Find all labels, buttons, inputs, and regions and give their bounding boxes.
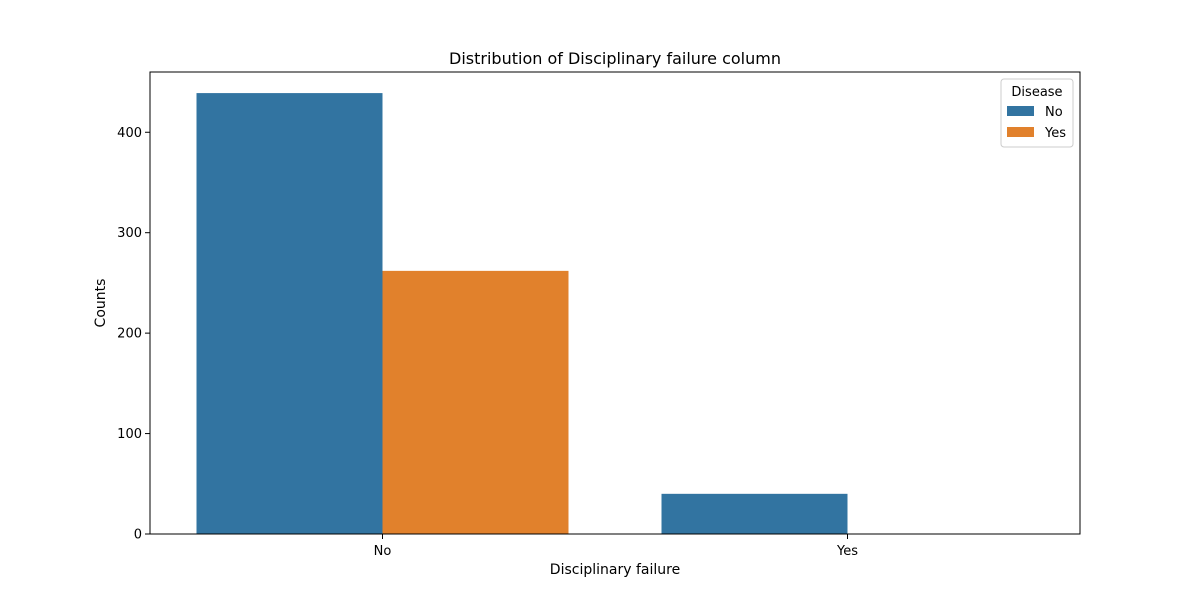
chart-title: Distribution of Disciplinary failure col… (449, 49, 781, 68)
bar-no-yes (661, 493, 848, 534)
y-axis-label: Counts (93, 279, 109, 328)
legend-label-yes: Yes (1044, 126, 1066, 141)
bar-yes-no (382, 270, 569, 534)
y-tick-label: 400 (117, 126, 142, 141)
plot-area: 0 100 200 300 400 No Yes (117, 71, 1081, 559)
y-tick-label: 300 (117, 226, 142, 241)
plot-frame (149, 71, 1081, 535)
legend: Disease No Yes (1000, 78, 1074, 148)
bar-no-no (196, 93, 383, 534)
legend-label-no: No (1045, 105, 1063, 120)
legend-swatch-no (1007, 106, 1034, 116)
legend-title: Disease (1011, 85, 1062, 100)
legend-swatch-yes (1007, 127, 1034, 137)
x-tick-label: Yes (836, 544, 858, 559)
y-tick-label: 0 (134, 528, 142, 543)
y-tick-label: 200 (117, 327, 142, 342)
x-axis-label: Disciplinary failure (550, 562, 680, 578)
x-tick-label: No (374, 544, 392, 559)
y-tick-label: 100 (117, 427, 142, 442)
